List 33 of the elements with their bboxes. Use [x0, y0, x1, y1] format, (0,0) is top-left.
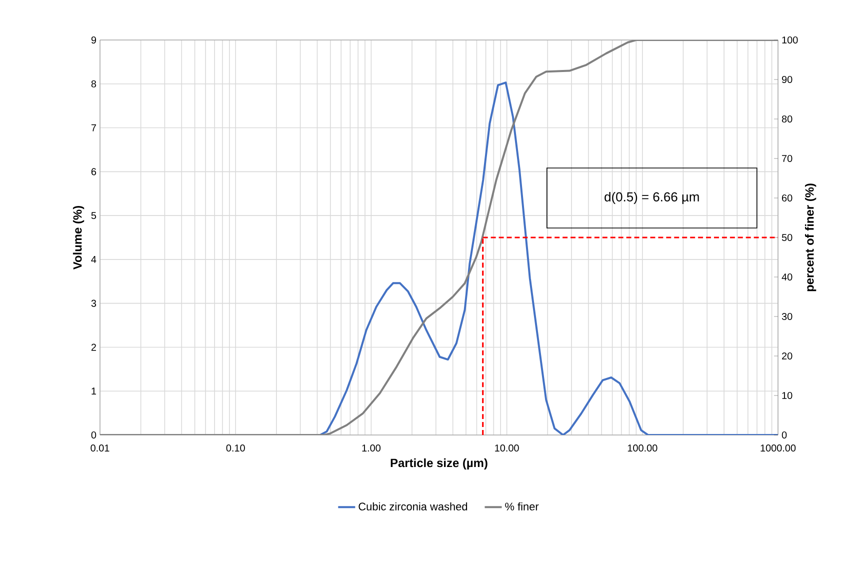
y2-tick-label: 80	[782, 115, 792, 123]
y-tick-label: 7	[91, 124, 96, 132]
x-tick-label: 100.00	[628, 444, 658, 452]
legend-label: Cubic zirconia washed	[358, 502, 468, 510]
y2-tick-label: 70	[782, 154, 792, 162]
y-tick-label: 8	[91, 80, 96, 88]
y-axis-title: Volume (%)	[72, 206, 84, 270]
y2-tick-label: 60	[782, 194, 792, 202]
y2-tick-label: 30	[782, 312, 792, 320]
y2-tick-label: 20	[782, 352, 792, 360]
y2-tick-label: 100	[782, 36, 798, 44]
x-tick-label: 1.00	[362, 444, 381, 452]
x-tick-label: 0.01	[90, 444, 110, 452]
y2-tick-label: 0	[782, 431, 787, 439]
x-tick-label: 10.00	[495, 444, 519, 452]
x-axis-title: Particle size (µm)	[390, 458, 488, 470]
y2-axis-title: percent of finer (%)	[804, 184, 816, 292]
y-tick-label: 9	[91, 36, 96, 44]
y-tick-label: 6	[91, 168, 96, 176]
y-tick-label: 3	[91, 300, 96, 307]
legend-label: % finer	[505, 502, 539, 510]
y-tick-label: 0	[91, 431, 96, 439]
y-tick-label: 5	[91, 212, 96, 220]
y2-tick-label: 90	[782, 76, 792, 84]
y-tick-label: 1	[92, 388, 96, 395]
x-tick-label: 0.10	[226, 444, 245, 452]
y2-tick-label: 50	[782, 234, 792, 242]
y-tick-label: 4	[91, 256, 96, 263]
x-tick-label: 1000.00	[760, 444, 796, 452]
y2-tick-label: 10	[782, 392, 792, 400]
y-tick-label: 2	[91, 344, 96, 351]
y2-tick-label: 40	[782, 273, 792, 281]
annotation: d(0.5) = 6.66 µm	[604, 192, 699, 204]
